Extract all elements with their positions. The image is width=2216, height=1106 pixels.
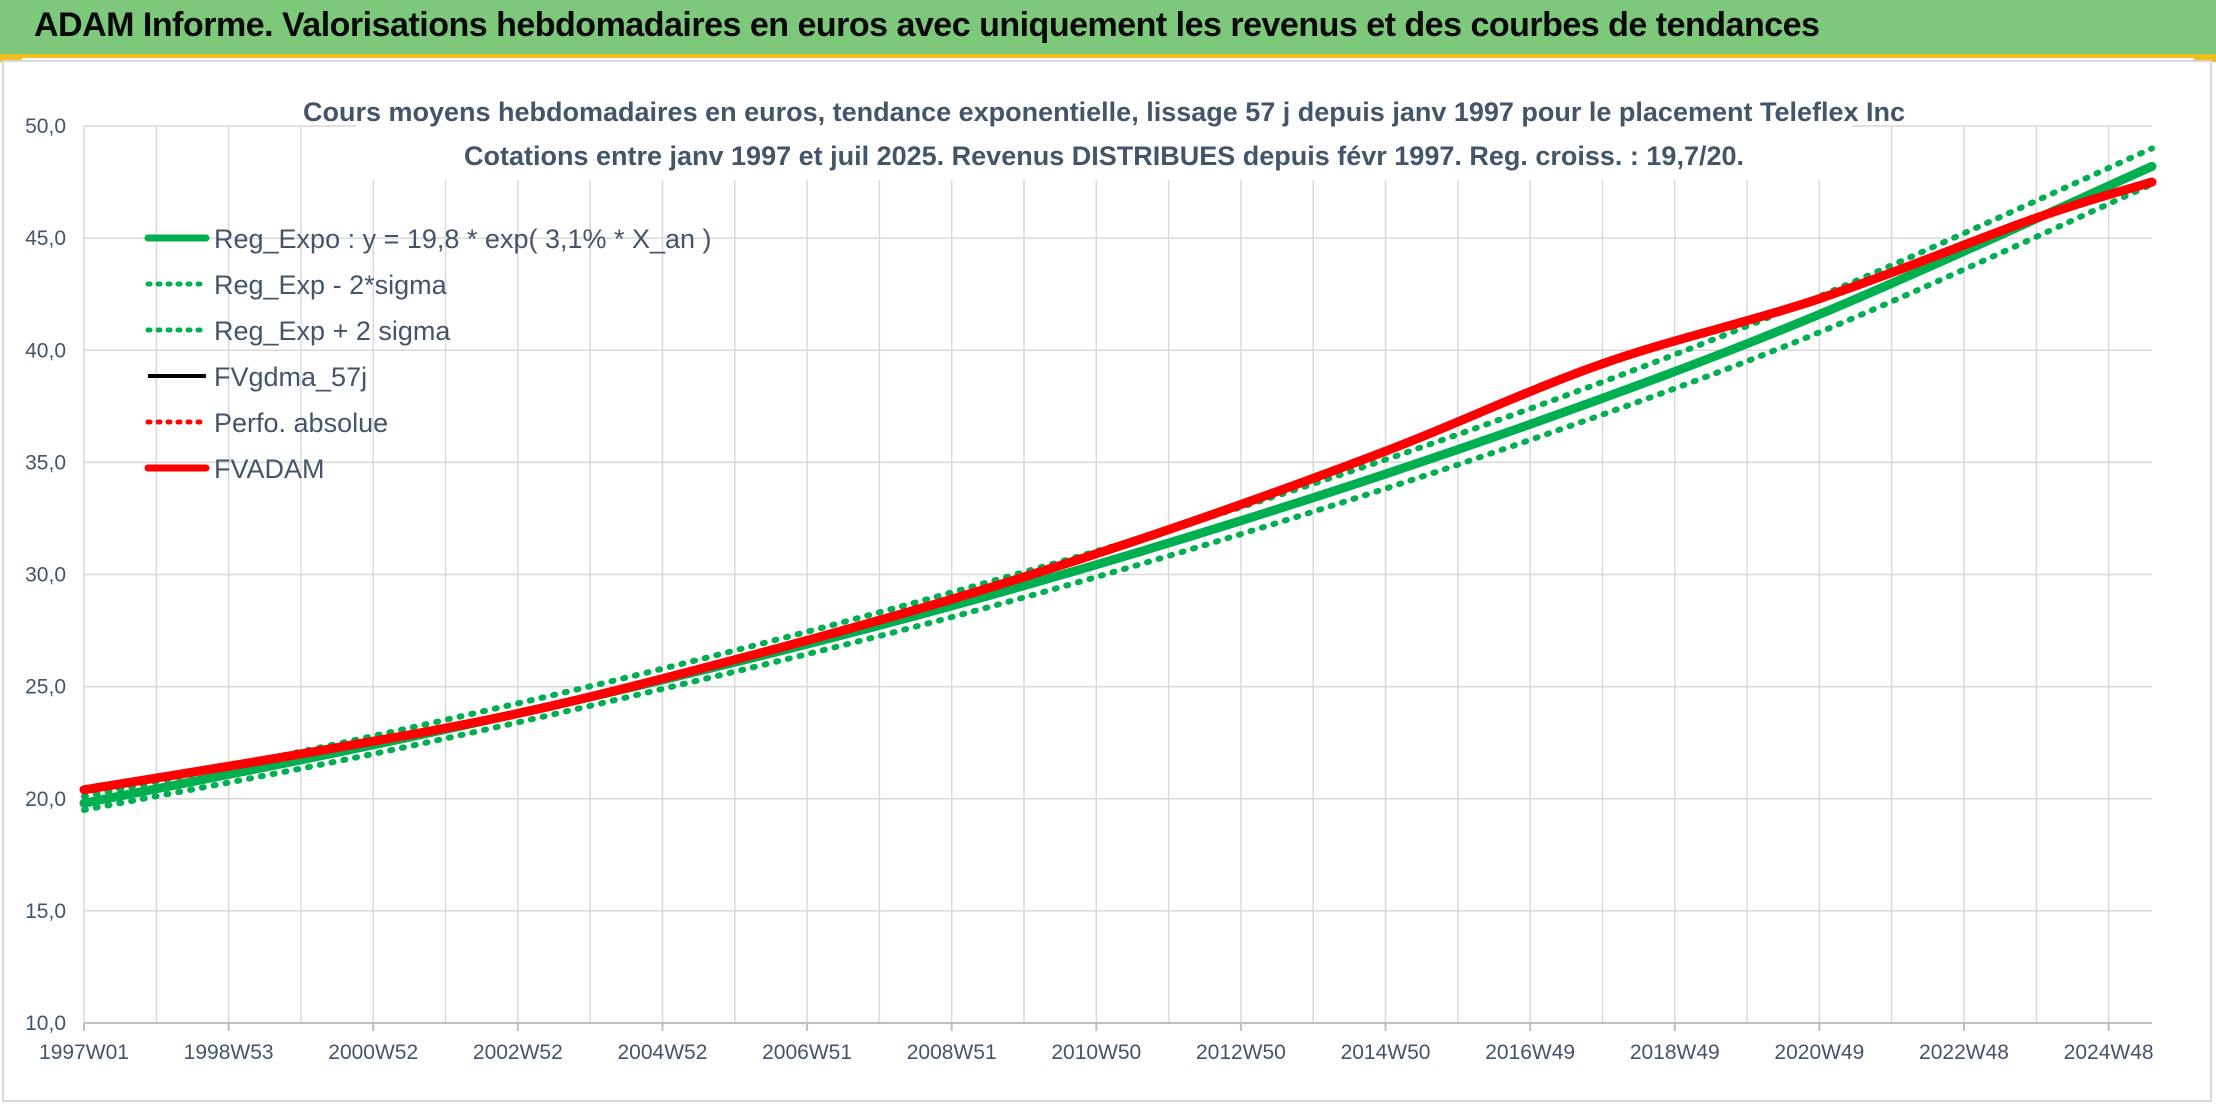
x-tick-label: 2014W50 (1341, 1041, 1431, 1064)
y-tick-label: 25,0 (25, 676, 66, 699)
legend-entry-label: Reg_Exp + 2 sigma (214, 316, 451, 346)
y-tick-label: 40,0 (25, 339, 66, 362)
legend-entry-label: Perfo. absolue (214, 408, 388, 438)
legend: Reg_Expo : y = 19,8 * exp( 3,1% * X_an )… (144, 224, 712, 484)
y-tick-label: 35,0 (25, 451, 66, 474)
x-tick-label: 2016W49 (1485, 1041, 1575, 1064)
chart-title-line2: Cotations entre janv 1997 et juil 2025. … (464, 141, 1744, 171)
x-tick-label: 1998W53 (184, 1041, 274, 1064)
title-backdrop (356, 90, 1852, 180)
series-line-1 (81, 181, 2155, 813)
chart-frame (2, 60, 2212, 1102)
grid (83, 125, 2152, 1024)
x-tick-label: 2004W52 (618, 1041, 708, 1064)
corner-tab-left (0, 56, 22, 62)
x-tick-label: 2010W50 (1051, 1041, 1141, 1064)
axes: 10,0 15,0 20,0 25,0 30,0 35,0 40,0 45,0 50,0 1997… (25, 115, 2153, 1064)
y-tick-label: 10,0 (25, 1012, 66, 1035)
legend-entry-label: Reg_Expo : y = 19,8 * exp( 3,1% * X_an ) (214, 224, 712, 254)
series-line-4 (81, 179, 2155, 793)
y-tick-label: 30,0 (25, 564, 66, 587)
series-layer (79, 145, 2157, 813)
x-tick-label: 2008W51 (907, 1041, 997, 1064)
x-tick-label: 2020W49 (1774, 1041, 1864, 1064)
y-tick-label: 50,0 (25, 115, 66, 138)
page-title: ADAM Informe. Valorisations hebdomadaire… (34, 6, 1820, 44)
x-tick-label: 2006W51 (762, 1041, 852, 1064)
x-tick-label: 2002W52 (473, 1041, 563, 1064)
legend-entry-label: Reg_Exp - 2*sigma (214, 270, 448, 300)
x-tick-label: 2012W50 (1196, 1041, 1286, 1064)
legend-entry-label: FVADAM (214, 454, 325, 484)
x-tick-label: 2022W48 (1919, 1041, 2009, 1064)
series-line-0 (79, 161, 2157, 808)
corner-tab-right (2194, 56, 2216, 62)
y-tick-label: 20,0 (25, 788, 66, 811)
x-tick-label: 2018W49 (1630, 1041, 1720, 1064)
y-tick-label: 45,0 (25, 227, 66, 250)
x-tick-label: 2000W52 (328, 1041, 418, 1064)
x-tick-label: 1997W01 (39, 1041, 129, 1064)
legend-entry-label: FVgdma_57j (214, 362, 367, 392)
chart-title-line1: Cours moyens hebdomadaires en euros, ten… (303, 97, 1905, 127)
y-tick-label: 15,0 (25, 900, 66, 923)
x-tick-label: 2024W48 (2064, 1041, 2154, 1064)
header-bar: ADAM Informe. Valorisations hebdomadaire… (0, 0, 2216, 58)
